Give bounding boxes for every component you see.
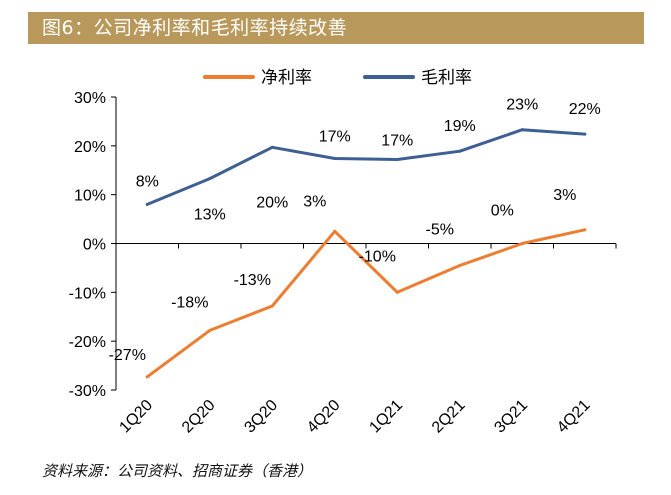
data-label: -27% — [109, 347, 146, 364]
x-tick-label: 2Q21 — [429, 397, 469, 437]
data-label: 20% — [256, 194, 288, 211]
x-tick-label: 2Q20 — [179, 397, 219, 437]
data-label: 19% — [444, 118, 476, 135]
y-tick-label: 20% — [74, 139, 106, 156]
data-label: -10% — [359, 248, 396, 265]
data-label: 17% — [319, 129, 351, 146]
data-label: 17% — [381, 133, 413, 150]
series-group — [145, 128, 587, 379]
line-chart: 净利率 毛利率 30% 20% 10% 0% -10% -20% -30% 1Q20 2Q20 3… — [69, 68, 617, 437]
data-label: 3% — [553, 187, 576, 204]
x-tick-label: 4Q21 — [554, 397, 594, 437]
data-label: 0% — [491, 203, 514, 220]
data-point — [520, 242, 524, 245]
y-tick-label: -20% — [69, 334, 106, 351]
source-note: 资料来源：公司资料、招商证券（香港） — [42, 462, 313, 480]
y-tick-label: -30% — [69, 383, 106, 400]
data-point — [333, 229, 337, 233]
data-point — [270, 145, 274, 149]
data-label: 22% — [569, 101, 601, 118]
data-point — [208, 328, 212, 332]
data-point — [583, 228, 587, 232]
legend-label: 毛利率 — [421, 68, 472, 88]
chart-container: 净利率 毛利率 30% 20% 10% 0% -10% -20% -30% 1Q20 2Q20 3… — [0, 52, 671, 452]
data-label: -5% — [426, 221, 454, 238]
data-label: 8% — [136, 173, 159, 190]
data-labels: -27% -18% -13% 3% -10% -5% 0% 3% 8% 13% 20% 17% 17% 1… — [109, 97, 601, 364]
figure-title: 图6：公司净利率和毛利率持续改善 — [28, 12, 644, 44]
x-axis: 1Q20 2Q20 3Q20 4Q20 1Q21 2Q21 3Q21 4Q21 — [115, 243, 617, 437]
data-point — [583, 132, 587, 136]
data-point — [333, 157, 337, 161]
data-point — [270, 304, 274, 308]
series-line — [145, 128, 587, 206]
data-point — [395, 158, 399, 162]
data-label: -13% — [234, 272, 271, 289]
data-point — [458, 149, 462, 153]
data-point — [458, 263, 462, 267]
legend: 净利率 毛利率 — [203, 68, 472, 88]
y-tick-label: 10% — [74, 188, 106, 205]
data-label: 3% — [303, 193, 326, 210]
x-tick-label: 1Q21 — [366, 397, 406, 437]
x-tick-label: 3Q20 — [241, 397, 281, 437]
x-tick-label: 4Q20 — [304, 397, 344, 437]
data-label: -18% — [171, 294, 208, 311]
data-label: 13% — [194, 207, 226, 224]
data-point — [145, 375, 149, 379]
series-line — [145, 228, 587, 379]
data-point — [520, 128, 524, 132]
data-point — [395, 290, 399, 294]
y-tick-label: -10% — [69, 285, 106, 302]
legend-label: 净利率 — [261, 68, 312, 88]
data-label: 23% — [506, 97, 538, 114]
data-point — [145, 202, 149, 206]
y-tick-label: 0% — [83, 237, 106, 254]
y-tick-label: 30% — [74, 90, 106, 107]
x-tick-label: 3Q21 — [491, 397, 531, 437]
y-axis: 30% 20% 10% 0% -10% -20% -30% — [69, 90, 117, 400]
x-tick-label: 1Q20 — [116, 397, 156, 437]
data-point — [208, 177, 212, 181]
